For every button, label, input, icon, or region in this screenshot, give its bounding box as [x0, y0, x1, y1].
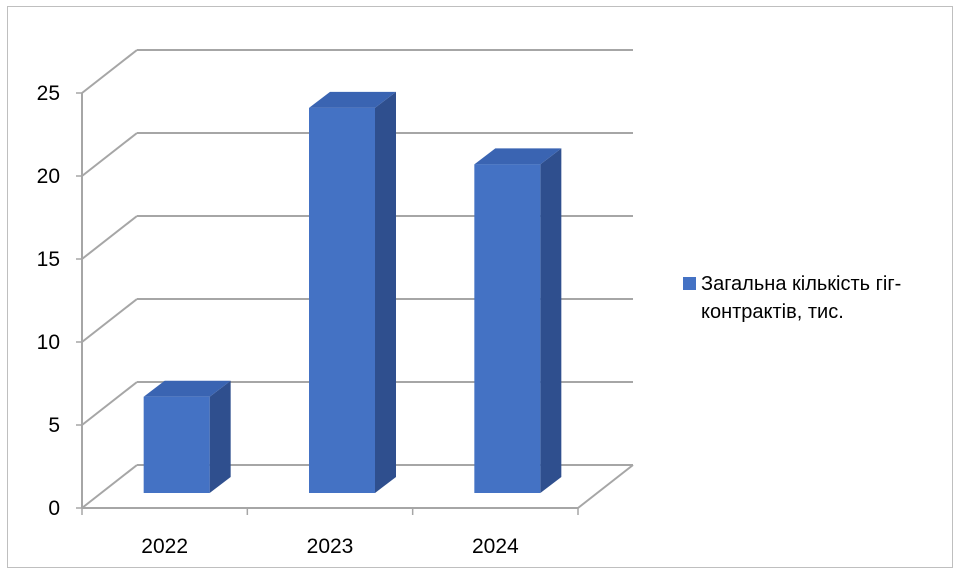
gridline-side — [81, 215, 138, 260]
bar-top-face — [474, 148, 562, 165]
y-tick-labels: 0 5 10 15 20 25 — [37, 82, 60, 520]
y-tick-label: 25 — [37, 82, 60, 105]
y-tick-label: 10 — [37, 331, 60, 354]
legend-swatch — [683, 277, 696, 290]
bar-side-face — [540, 148, 562, 493]
y-tick-label: 15 — [37, 248, 60, 271]
x-tick-label: 2022 — [141, 535, 188, 558]
legend-label: Загальна кількість гіг- контрактів, тис. — [701, 273, 902, 323]
bar — [143, 380, 231, 493]
gridline-side — [81, 49, 138, 94]
x-tick-label: 2023 — [307, 535, 354, 558]
bar-side-face — [209, 380, 231, 493]
bar-front-face — [309, 107, 375, 493]
gridline-side — [81, 464, 138, 509]
bar-side-face — [375, 91, 396, 493]
bar-top-face — [309, 91, 396, 108]
x-tick-label: 2024 — [472, 535, 519, 558]
bar-front-face — [474, 164, 541, 493]
y-tick-label: 0 — [48, 497, 60, 520]
bar-top-face — [143, 380, 231, 397]
axes — [76, 92, 634, 515]
gridline-side — [81, 298, 138, 343]
bar — [309, 91, 396, 493]
bar — [474, 148, 562, 493]
bars — [143, 91, 562, 493]
floor-edge — [577, 464, 634, 509]
y-tick-label: 5 — [48, 414, 60, 437]
bar-front-face — [143, 396, 210, 493]
gridline-side — [81, 132, 138, 177]
gridline-side — [81, 381, 138, 426]
y-tick-label: 20 — [37, 165, 60, 188]
x-tick-labels: 2022 2023 2024 — [141, 535, 519, 558]
legend: Загальна кількість гіг- контрактів, тис. — [683, 270, 943, 326]
